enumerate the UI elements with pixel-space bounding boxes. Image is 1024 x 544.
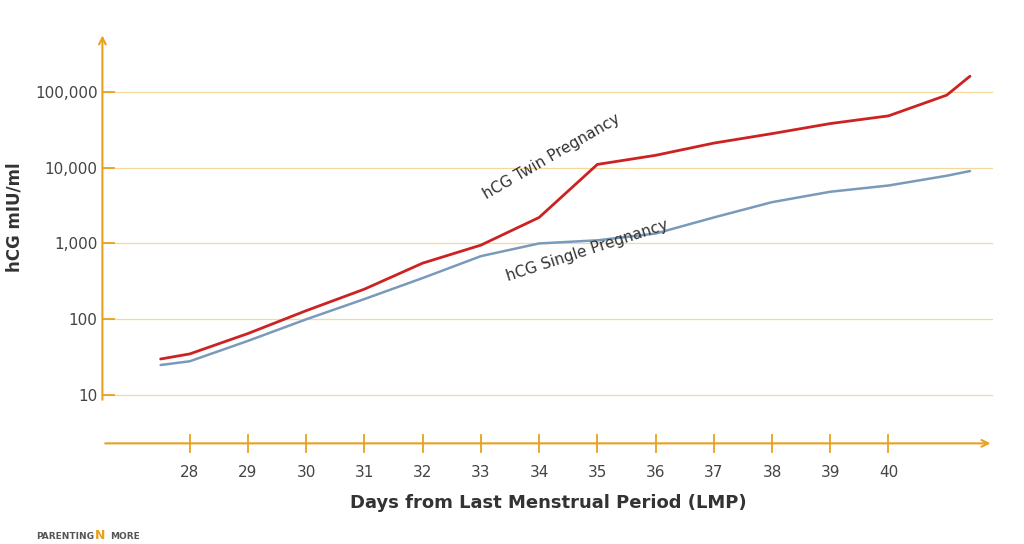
Text: MORE: MORE <box>111 531 140 541</box>
Text: PARENTING: PARENTING <box>36 531 94 541</box>
Text: N: N <box>95 529 105 542</box>
Y-axis label: hCG mIU/ml: hCG mIU/ml <box>6 163 24 273</box>
X-axis label: Days from Last Menstrual Period (LMP): Days from Last Menstrual Period (LMP) <box>349 494 746 512</box>
Text: hCG Twin Pregnancy: hCG Twin Pregnancy <box>481 112 623 202</box>
Text: hCG Single Pregnancy: hCG Single Pregnancy <box>504 218 670 284</box>
